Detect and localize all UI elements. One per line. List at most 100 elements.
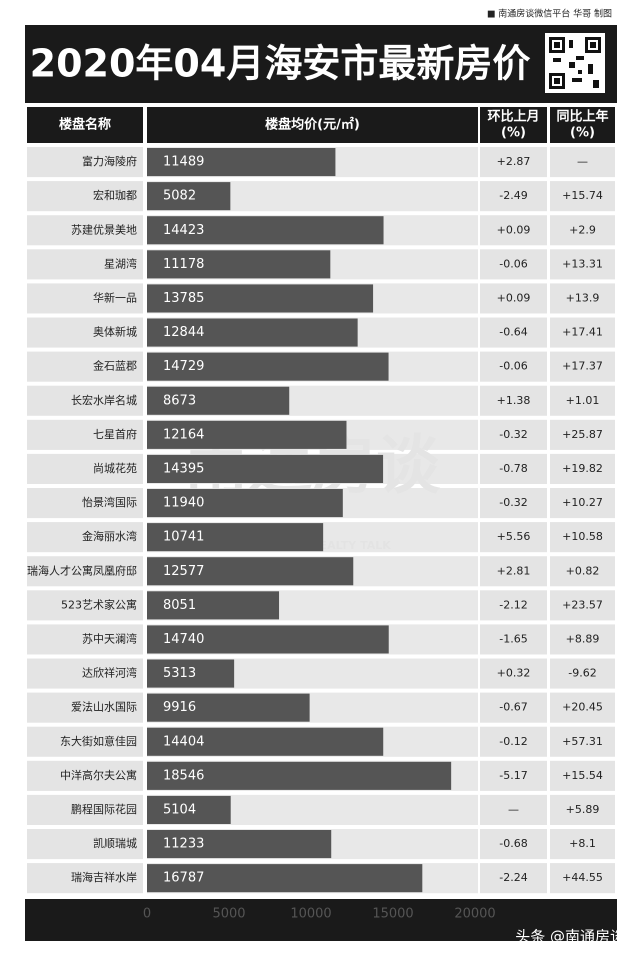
- header-cell: [147, 107, 478, 143]
- x-tick-label: 5000: [212, 907, 245, 922]
- value-label: 13785: [163, 291, 204, 306]
- category-label: 尚城花苑: [93, 461, 137, 475]
- bar: [147, 420, 347, 449]
- row-cell: [27, 590, 143, 621]
- yoy-value: +15.74: [562, 189, 603, 202]
- row-cell: [480, 453, 547, 484]
- value-label: 14404: [163, 734, 204, 749]
- footer: 头条 @南通房谈: [515, 928, 625, 946]
- row-cell: [27, 863, 143, 894]
- axis-band: [25, 899, 617, 941]
- category-label: 鹏程国际花园: [71, 803, 137, 816]
- header-cell: [480, 107, 547, 143]
- mom-value: -0.32: [499, 496, 527, 509]
- x-tick-label: 15000: [372, 907, 413, 922]
- row-cell: [27, 794, 143, 825]
- value-label: 14395: [163, 461, 204, 476]
- row-cell: [550, 181, 615, 212]
- x-tick-label: 10000: [290, 907, 331, 922]
- yoy-value: -9.62: [568, 667, 596, 680]
- row-cell: [550, 283, 615, 314]
- row-cell: [480, 863, 547, 894]
- row-cell: [27, 147, 143, 178]
- row-cell: [27, 624, 143, 655]
- mom-value: -0.32: [499, 428, 527, 441]
- bar: [147, 625, 389, 654]
- column-header: (%): [501, 126, 526, 141]
- mom-value: +0.09: [497, 223, 531, 236]
- category-label: 七星首府: [93, 427, 137, 441]
- row-cell: [480, 488, 547, 519]
- row-cell: [550, 419, 615, 450]
- row-cell: [480, 522, 547, 553]
- row-cell: [480, 726, 547, 757]
- row-cell: [27, 453, 143, 484]
- row-cell: [27, 215, 143, 246]
- category-label: 中洋高尔夫公寓: [60, 768, 137, 782]
- mom-value: -1.65: [499, 632, 527, 645]
- row-cell: [27, 181, 143, 212]
- value-label: 5104: [163, 802, 196, 817]
- yoy-value: +8.1: [569, 837, 596, 850]
- value-label: 11233: [163, 837, 204, 852]
- row-cell: [27, 317, 143, 348]
- x-tick-label: 20000: [454, 907, 495, 922]
- bar: [147, 591, 280, 620]
- column-header: 环比上月: [487, 109, 539, 125]
- category-label: 长宏水岸名城: [71, 393, 137, 407]
- bar: [147, 489, 343, 518]
- row-cell: [27, 658, 143, 689]
- row-cell: [550, 726, 615, 757]
- row-cell: [27, 419, 143, 450]
- yoy-value: +13.31: [562, 257, 603, 270]
- value-label: 12844: [163, 325, 204, 340]
- bar: [147, 216, 384, 245]
- bar: [147, 557, 354, 586]
- column-header: 同比上年: [556, 109, 608, 125]
- mom-value: +1.38: [497, 394, 531, 407]
- yoy-value: +2.9: [569, 223, 596, 236]
- mom-value: +5.56: [497, 530, 531, 543]
- yoy-value: +20.45: [562, 701, 603, 714]
- bar: [147, 454, 384, 483]
- category-label: 瑞海人才公寓凤凰府邸: [27, 563, 137, 577]
- bar: [147, 148, 336, 177]
- row-cell: [480, 590, 547, 621]
- value-label: 5082: [163, 189, 196, 204]
- mom-value: +0.32: [497, 667, 531, 680]
- bar: [147, 352, 389, 381]
- value-label: 5313: [163, 666, 196, 681]
- bar: [147, 727, 384, 756]
- row-cell: [480, 658, 547, 689]
- value-label: 9916: [163, 700, 196, 715]
- yoy-value: +0.82: [566, 564, 600, 577]
- bar: [147, 830, 332, 859]
- value-label: 18546: [163, 768, 204, 783]
- header-cell: [550, 107, 615, 143]
- row-cell: [550, 624, 615, 655]
- mom-value: -0.64: [499, 326, 527, 339]
- category-label: 怡景湾国际: [82, 495, 137, 509]
- value-label: 14740: [163, 632, 204, 647]
- category-label: 东大街如意佳园: [60, 734, 137, 748]
- row-cell: [550, 829, 615, 860]
- value-label: 14423: [163, 223, 204, 238]
- category-label: 星湖湾: [104, 256, 137, 270]
- row-cell: [480, 215, 547, 246]
- category-label: 苏中天澜湾: [82, 631, 137, 645]
- mom-value: -0.06: [499, 257, 527, 270]
- row-cell: [550, 147, 615, 178]
- mom-value: -0.78: [499, 462, 527, 475]
- bar: [147, 795, 231, 824]
- category-label: 凯顺瑞城: [93, 836, 137, 850]
- row-cell: [550, 215, 615, 246]
- row-cell: [480, 317, 547, 348]
- row-cell: [27, 488, 143, 519]
- row-cell: [27, 283, 143, 314]
- mom-value: -5.17: [499, 769, 527, 782]
- qr-code: [545, 33, 605, 93]
- category-label: 奥体新城: [93, 325, 137, 339]
- category-label: 爱法山水国际: [71, 700, 137, 714]
- row-cell: [550, 590, 615, 621]
